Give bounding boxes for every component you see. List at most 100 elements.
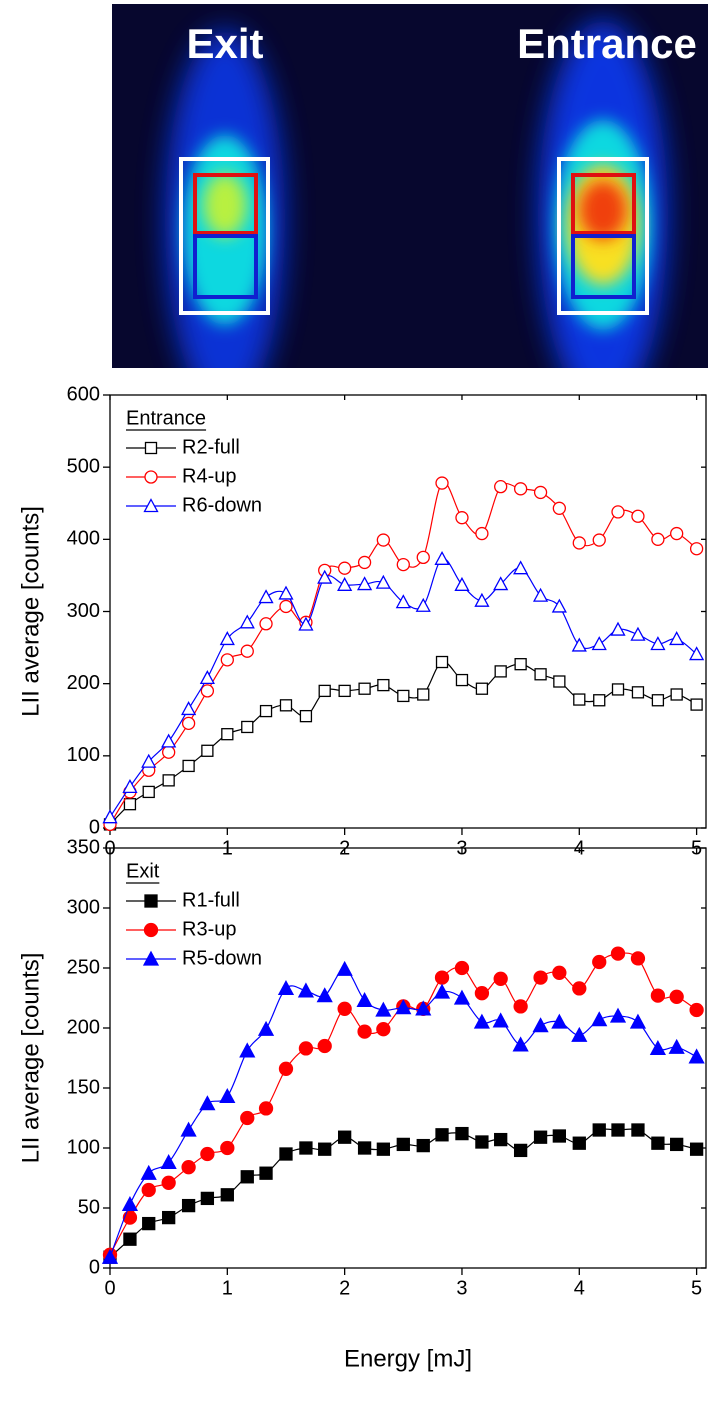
marker <box>631 1123 645 1137</box>
marker <box>259 617 273 631</box>
marker <box>453 989 471 1005</box>
marker <box>629 1013 647 1029</box>
marker <box>435 476 449 490</box>
legend-label: R1-full <box>182 889 240 911</box>
marker <box>572 536 586 550</box>
marker <box>512 1036 529 1052</box>
marker <box>670 688 683 701</box>
marker <box>357 1141 372 1155</box>
marker <box>219 1088 236 1104</box>
marker <box>668 1038 685 1054</box>
legend-label: R6-down <box>182 494 262 516</box>
y-tick-label: 300 <box>67 896 100 918</box>
legend-title: Entrance <box>126 407 206 429</box>
y-tick-label: 150 <box>67 1076 100 1098</box>
legend-label: R3-up <box>182 918 236 940</box>
marker <box>416 1138 430 1153</box>
marker <box>592 533 606 547</box>
marker <box>375 1001 392 1017</box>
marker <box>181 701 197 716</box>
marker <box>669 631 685 646</box>
marker <box>102 809 118 824</box>
marker <box>552 965 567 980</box>
marker <box>532 1017 549 1033</box>
y-tick-label: 100 <box>67 1136 100 1158</box>
marker <box>534 668 547 681</box>
marker <box>259 704 273 718</box>
legend-label: R4-up <box>182 465 236 487</box>
marker <box>142 785 155 799</box>
y-tick-label: 200 <box>67 672 100 694</box>
marker <box>181 1198 196 1213</box>
marker <box>258 589 274 604</box>
roi-box <box>193 234 258 299</box>
marker <box>162 745 176 759</box>
marker <box>376 533 391 547</box>
marker <box>670 526 684 541</box>
marker <box>474 986 490 1001</box>
marker <box>475 682 489 695</box>
marker <box>123 798 137 811</box>
marker <box>610 621 626 636</box>
y-tick-label: 0 <box>89 1256 100 1278</box>
marker <box>239 614 255 629</box>
marker <box>122 779 138 794</box>
y-tick-label: 300 <box>67 600 100 622</box>
marker <box>532 587 549 602</box>
roi-box <box>571 234 636 299</box>
marker <box>572 1136 586 1150</box>
marker <box>395 594 411 609</box>
y-tick-label: 250 <box>67 956 100 978</box>
marker <box>455 673 469 687</box>
marker <box>356 992 373 1008</box>
marker <box>454 960 470 976</box>
legend-title: Exit <box>126 860 160 882</box>
marker <box>317 1038 332 1054</box>
y-axis-label: LII average [counts] <box>17 506 44 717</box>
marker <box>434 550 450 565</box>
marker <box>220 1140 235 1156</box>
marker <box>200 684 215 698</box>
marker <box>337 561 352 575</box>
legend-marker <box>144 894 158 908</box>
marker <box>397 689 410 703</box>
series-line <box>109 952 697 1256</box>
marker <box>435 655 449 669</box>
marker <box>377 678 390 692</box>
marker <box>494 480 508 494</box>
marker <box>140 1164 157 1180</box>
marker <box>395 999 412 1015</box>
marker <box>630 626 646 641</box>
marker <box>688 1048 705 1064</box>
marker <box>455 511 469 525</box>
marker <box>630 951 646 966</box>
marker <box>259 1166 273 1180</box>
marker <box>533 485 548 500</box>
series-line <box>109 481 697 825</box>
marker <box>101 1248 119 1264</box>
marker <box>336 960 353 976</box>
marker <box>533 1130 548 1144</box>
marker <box>493 971 508 986</box>
marker <box>200 1146 215 1162</box>
marker <box>435 1128 449 1142</box>
marker <box>337 1130 352 1144</box>
marker <box>551 598 567 613</box>
marker <box>219 631 235 646</box>
marker <box>475 1135 489 1149</box>
legend-label: R2-full <box>182 436 240 458</box>
legend-marker <box>144 470 158 484</box>
marker <box>299 1141 313 1155</box>
marker <box>142 1216 156 1231</box>
marker <box>375 574 391 589</box>
marker <box>299 709 313 723</box>
marker <box>357 1024 372 1039</box>
marker <box>416 550 430 565</box>
marker <box>689 1142 704 1156</box>
x-tick-label: 4 <box>574 1277 585 1299</box>
marker <box>376 1022 391 1037</box>
marker <box>258 1101 274 1116</box>
marker <box>454 576 470 591</box>
marker <box>552 1129 566 1143</box>
y-tick-label: 100 <box>67 744 100 766</box>
